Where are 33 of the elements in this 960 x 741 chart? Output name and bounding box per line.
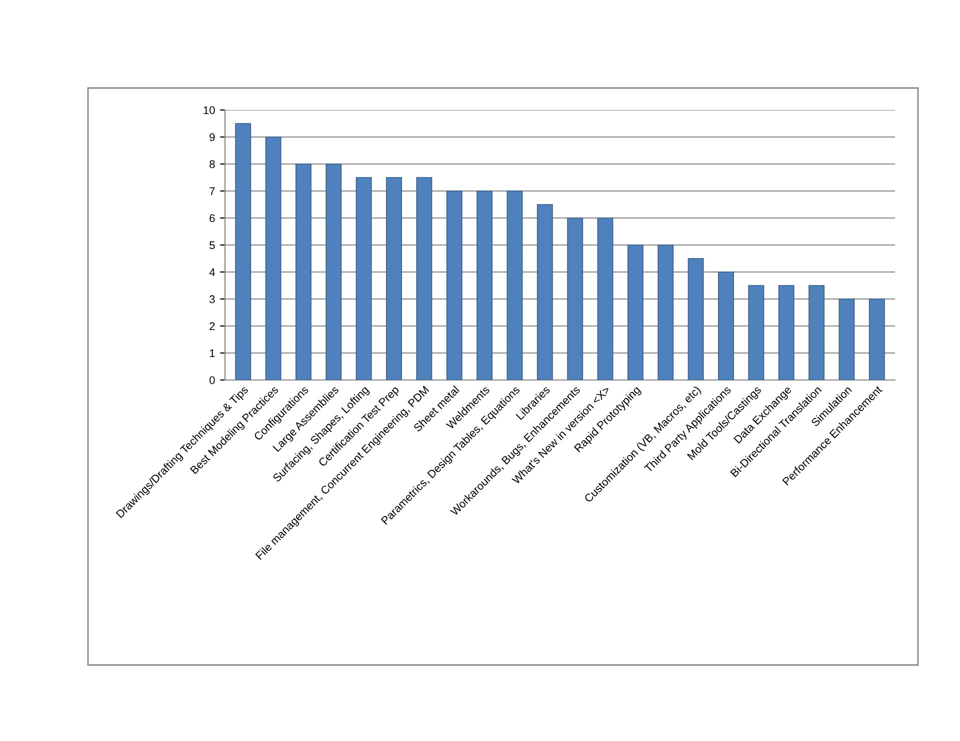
bar [416, 177, 432, 380]
y-tick-label: 1 [210, 349, 215, 358]
bar [506, 190, 523, 380]
bar [476, 190, 493, 380]
bar [627, 244, 644, 380]
y-tick-label: 0 [210, 376, 215, 384]
bar [265, 136, 282, 380]
bar [356, 177, 372, 380]
bar [658, 244, 674, 380]
y-tick-label: 10 [204, 106, 215, 114]
y-tick-label: 7 [210, 187, 215, 196]
bar [778, 285, 794, 380]
y-tick-label: 6 [210, 214, 215, 222]
bar [326, 164, 342, 380]
bar [718, 272, 734, 380]
bar [597, 218, 614, 380]
y-tick-label: 4 [209, 268, 215, 276]
y-tick-label: 9 [210, 133, 215, 142]
bar [235, 123, 252, 380]
bar [536, 204, 553, 380]
bar [567, 218, 584, 380]
bar [748, 285, 764, 380]
y-tick-label: 3 [210, 295, 215, 304]
bar [688, 258, 704, 380]
y-tick-label: 2 [210, 322, 215, 330]
bar [446, 190, 462, 380]
y-tick-label: 5 [210, 241, 215, 250]
bar [838, 298, 855, 380]
bar [386, 177, 402, 380]
bar [296, 164, 312, 380]
bar [868, 298, 885, 380]
bar [808, 285, 824, 380]
y-tick-label: 8 [210, 160, 215, 168]
